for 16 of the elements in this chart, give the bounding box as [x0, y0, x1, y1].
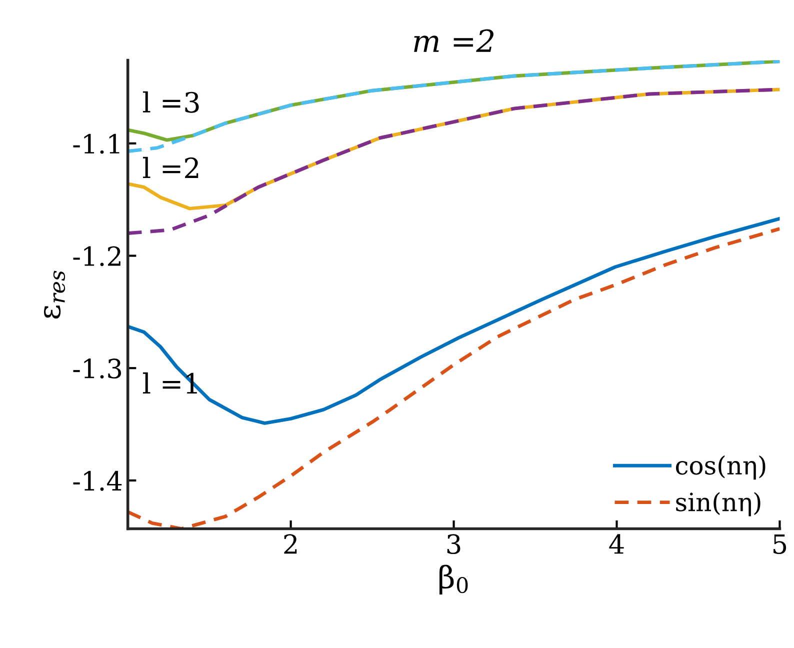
line-series	[128, 216, 780, 425]
y-axis-title: ε$_{res}$	[44, 270, 66, 319]
legend-label: cos(nη)	[676, 455, 766, 480]
x-tick-label: 3	[447, 534, 460, 554]
chart-title: m =2	[414, 29, 494, 52]
annotation: l =2	[142, 156, 198, 178]
y-tick-label: -1.1	[73, 134, 120, 154]
legend-label: sin(nη)	[676, 492, 760, 516]
y-tick-label: -1.4	[73, 470, 122, 491]
y-tick-label: -1.2	[73, 246, 120, 266]
annotation: l =3	[142, 91, 199, 113]
x-tick-label: 5	[774, 534, 786, 554]
x-tick-label: 4	[609, 534, 624, 554]
x-axis-title: β$_{0}$	[440, 564, 468, 594]
y-tick-label: -1.3	[73, 358, 122, 379]
x-tick-label: 2	[284, 534, 297, 554]
